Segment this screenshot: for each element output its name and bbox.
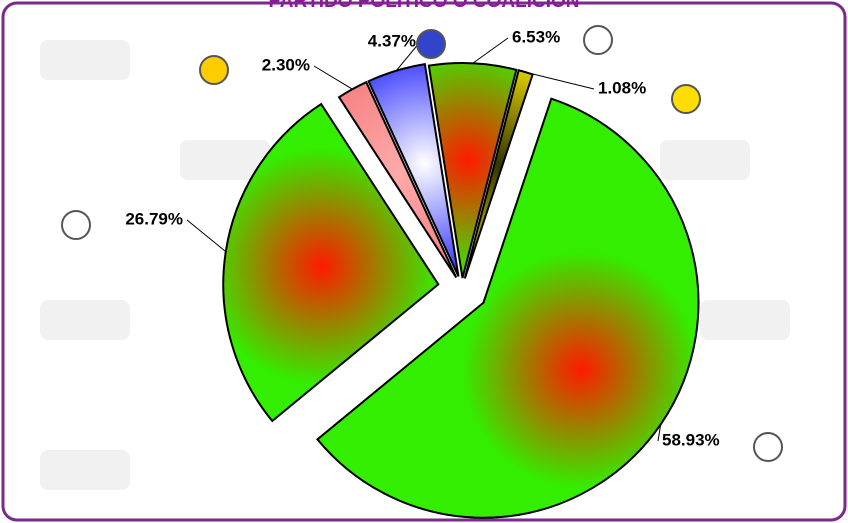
pie-slice: [337, 80, 458, 279]
party-icon: [416, 29, 446, 59]
leader-line: [186, 219, 227, 252]
value-label: 2.30%: [262, 55, 310, 74]
pie-slice: [367, 63, 460, 277]
value-label: 26.79%: [125, 209, 183, 228]
pie-slice: [427, 62, 518, 279]
value-label: 4.37%: [368, 31, 416, 50]
pie-slice: [316, 97, 700, 519]
party-icon: [61, 210, 91, 240]
party-icon: [671, 84, 701, 114]
leader-line: [395, 41, 421, 72]
value-label: 58.93%: [662, 430, 720, 449]
party-icon: [199, 55, 229, 85]
leader-line: [657, 424, 662, 442]
party-icon: [753, 432, 783, 462]
pie-slice: [222, 102, 440, 423]
party-icon: [583, 25, 613, 55]
chart-title: PARTIDO POLÍTICO O COALICIÓN: [268, 0, 579, 12]
leader-line: [472, 37, 509, 64]
value-label: 6.53%: [512, 27, 560, 46]
leader-line: [313, 65, 353, 90]
watermarks: [40, 40, 790, 490]
leader-line: [525, 71, 595, 90]
value-label: 1.08%: [598, 78, 646, 97]
